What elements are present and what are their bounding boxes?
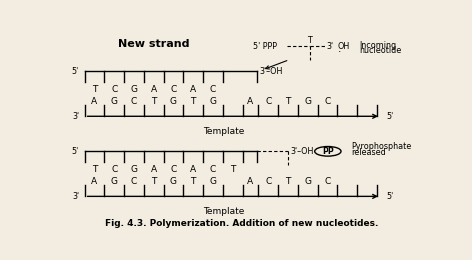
Text: A: A [92,177,98,186]
Text: T: T [191,177,196,186]
Text: ·: · [338,47,341,57]
Text: 5': 5' [387,192,394,201]
Text: G: G [170,177,177,186]
Text: Template: Template [203,207,244,216]
Text: Incoming: Incoming [359,41,396,50]
Text: nucleotide: nucleotide [359,46,401,55]
Text: A: A [247,97,253,106]
Text: A: A [92,97,98,106]
Text: OH: OH [338,42,350,51]
Text: G: G [111,177,118,186]
Text: G: G [304,97,311,106]
Text: 5': 5' [72,67,79,76]
Text: A: A [247,177,253,186]
Text: C: C [265,97,271,106]
Text: C: C [324,177,330,186]
Text: T: T [285,177,291,186]
Text: T: T [92,85,97,94]
Text: New strand: New strand [118,39,190,49]
Text: T: T [285,97,291,106]
Text: C: C [111,85,118,94]
Text: C: C [131,97,137,106]
Text: G: G [130,165,137,174]
Text: G: G [111,97,118,106]
Text: 5': 5' [72,147,79,156]
Text: G: G [210,177,217,186]
Text: C: C [111,165,118,174]
Text: C: C [170,85,177,94]
Text: 3': 3' [326,42,333,51]
Text: G: G [170,97,177,106]
Text: 3': 3' [72,112,79,121]
Text: T: T [307,36,312,45]
Text: Template: Template [203,127,244,136]
Text: G: G [304,177,311,186]
Text: C: C [210,85,216,94]
Text: C: C [210,165,216,174]
Text: C: C [131,177,137,186]
Text: A: A [151,165,157,174]
Text: T: T [191,97,196,106]
Text: A: A [190,165,196,174]
Text: 3': 3' [72,192,79,201]
Text: 3'–OH: 3'–OH [290,147,313,156]
Text: Pyrophosphate: Pyrophosphate [352,142,412,151]
Text: A: A [190,85,196,94]
Text: Fig. 4.3. Polymerization. Addition of new nucleotides.: Fig. 4.3. Polymerization. Addition of ne… [105,219,379,228]
Text: C: C [324,97,330,106]
Text: 5': 5' [387,112,394,121]
Text: released: released [352,148,387,157]
Text: 3'–OH: 3'–OH [260,67,283,76]
Text: T: T [92,165,97,174]
Text: C: C [265,177,271,186]
Text: PP: PP [322,147,334,156]
Text: G: G [210,97,217,106]
Text: T: T [230,165,236,174]
Text: T: T [151,97,156,106]
Text: A: A [151,85,157,94]
Text: T: T [151,177,156,186]
Text: 5' PPP: 5' PPP [253,42,277,51]
Text: C: C [170,165,177,174]
Text: G: G [130,85,137,94]
